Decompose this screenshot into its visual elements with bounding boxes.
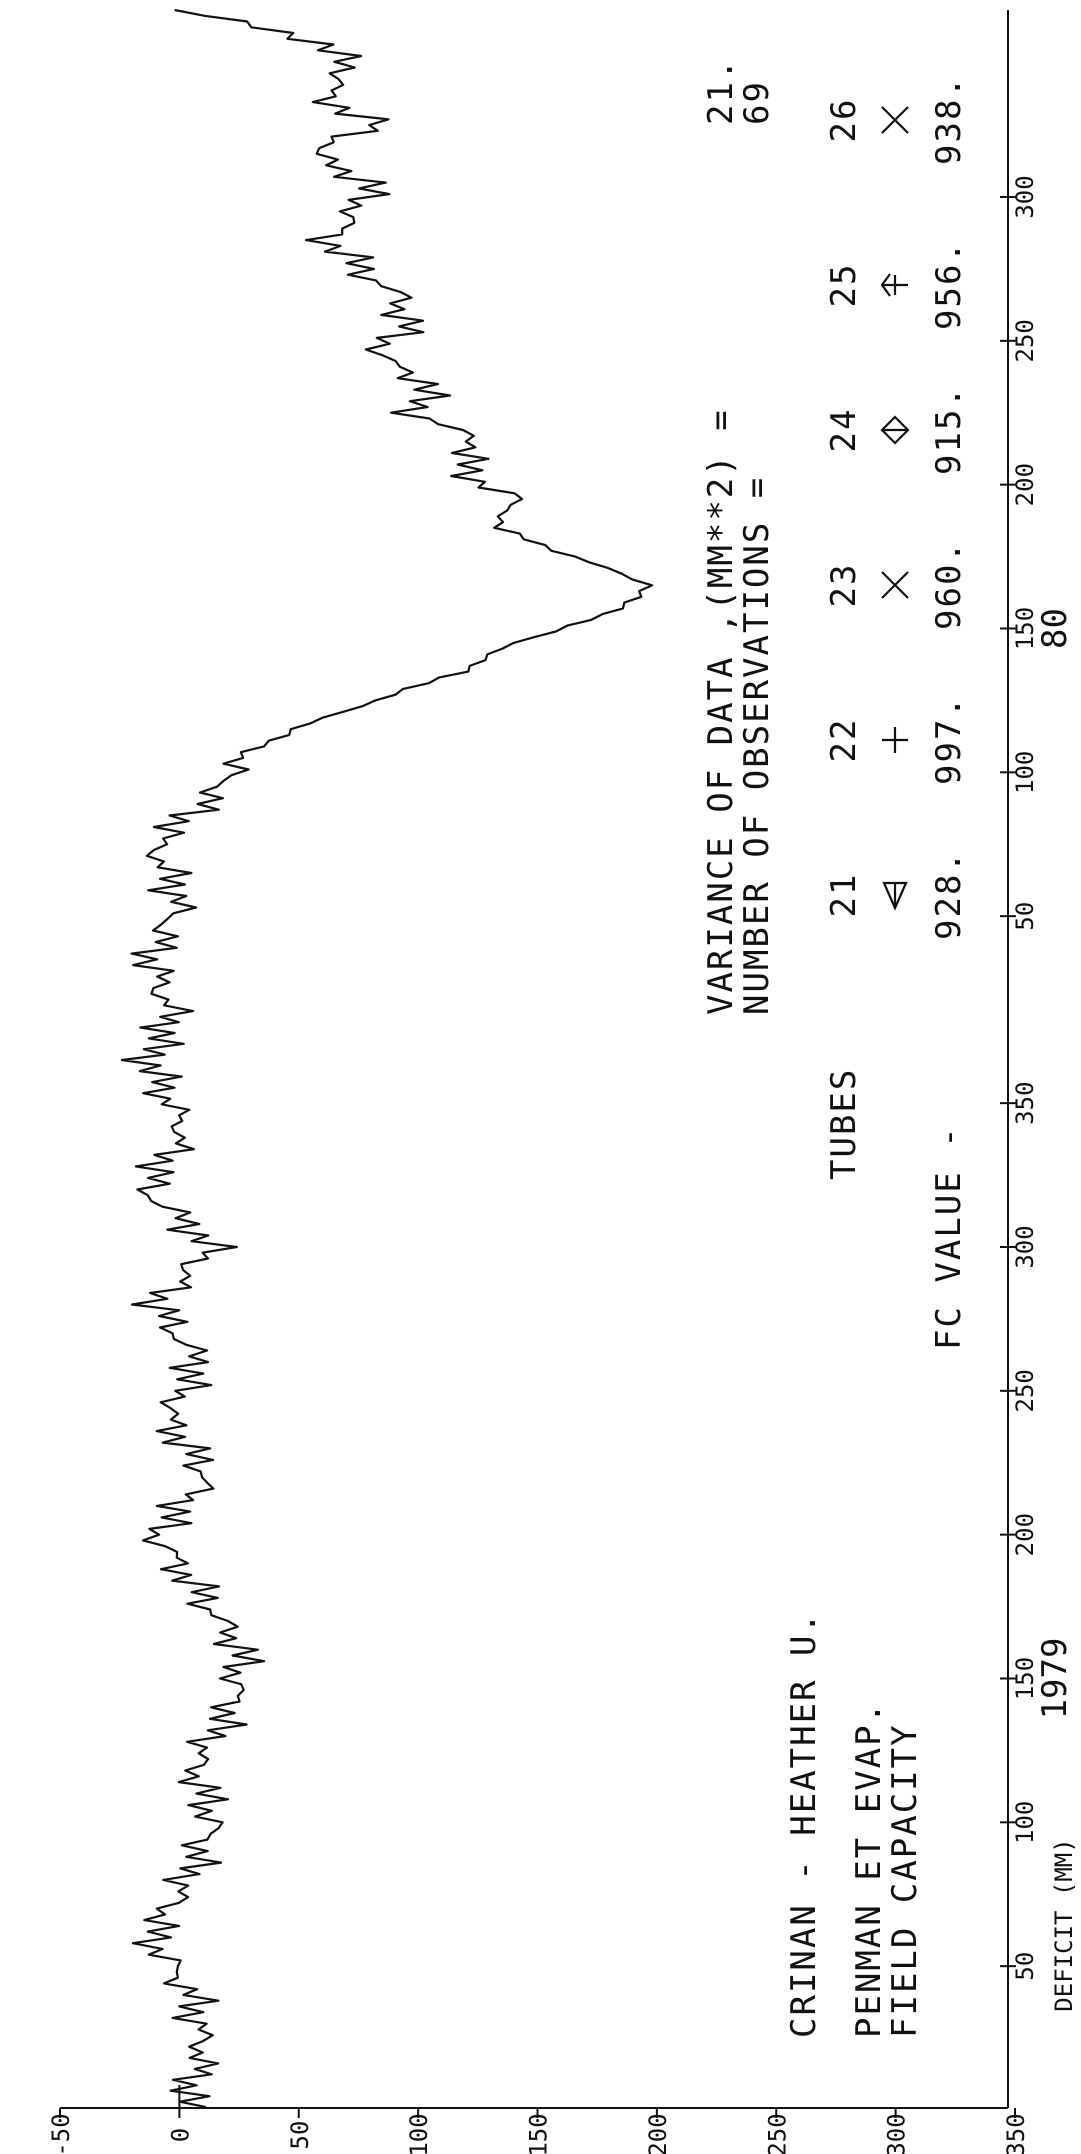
x-tick-label: 150	[1011, 607, 1039, 650]
x-tick-label: 250	[1011, 1369, 1039, 1412]
x-tick-label: 150	[1011, 1657, 1039, 1700]
x-tick-label: 50	[1011, 1952, 1039, 1981]
tube-id: 23	[824, 563, 864, 608]
y-axis-label: DEFICIT (MM)	[1050, 1838, 1078, 2011]
y-tick-label: 100	[405, 2113, 433, 2154]
variance-label: VARIANCE OF DATA ,(MM**2) =	[701, 408, 741, 1015]
x-tick-label: 350	[1011, 1081, 1039, 1124]
tube-id: 22	[824, 718, 864, 763]
y-tick-label: 50	[286, 2121, 314, 2150]
cross-icon-b	[881, 106, 909, 134]
tubes-label: TUBES	[824, 1068, 864, 1180]
series-layer	[120, 8, 654, 2109]
tube-symbol-arrow	[880, 273, 908, 297]
y-tick-label: 350	[1002, 2113, 1030, 2154]
y-tick-label: 300	[883, 2113, 911, 2154]
subtitle-line-1: PENMAN ET EVAP.	[849, 1701, 889, 2038]
x-tick-label: 100	[1011, 751, 1039, 794]
tube-id: 25	[824, 263, 864, 308]
arrow-icon-head	[880, 273, 891, 297]
legend: 21 928. 22 997. 23 960. 24 915. 25 956. 26 938.	[824, 75, 969, 940]
tube-symbol-cross	[881, 106, 909, 134]
tube-fc-value: 997.	[929, 695, 969, 785]
tube-fc-value: 915.	[929, 385, 969, 475]
x-tick-label: 300	[1011, 175, 1039, 218]
y-tick-label: -50	[47, 2113, 75, 2154]
x-tick-label: 200	[1011, 1513, 1039, 1556]
tube-fc-value: 938.	[929, 75, 969, 165]
tube-symbol-triangle	[882, 881, 908, 911]
y-tick-label: 150	[525, 2113, 553, 2154]
chart-title: CRINAN - HEATHER U.	[784, 1611, 824, 2038]
tube-fc-value: 956.	[929, 240, 969, 330]
x-tick-label: 50	[1011, 902, 1039, 931]
tube-id: 26	[824, 98, 864, 143]
tube-fc-value: 960.	[929, 540, 969, 630]
tube-symbol-plus	[882, 727, 908, 753]
x-tick-label: 250	[1011, 319, 1039, 362]
tube-symbol-diamond	[880, 415, 910, 445]
x-tick-label: 200	[1011, 463, 1039, 506]
tube-id: 24	[824, 408, 864, 453]
x-tick-label: 100	[1011, 1801, 1039, 1844]
observations-label: NUMBER OF OBSERVATIONS =	[737, 476, 777, 1015]
y-tick-label: 0	[166, 2128, 194, 2142]
variance-value: 21.	[701, 58, 741, 125]
tube-id: 21	[824, 873, 864, 918]
y-tick-label: 200	[644, 2113, 672, 2154]
x-tick-label: 300	[1011, 1225, 1039, 1268]
subtitle-line-2: FIELD CAPACITY	[885, 1723, 925, 2038]
cross-icon-b	[881, 571, 909, 599]
tube-fc-value: 928.	[929, 850, 969, 940]
y-tick-label: 250	[763, 2113, 791, 2154]
observations-value: 69	[737, 80, 777, 125]
x-year-label: 1979	[1035, 1638, 1075, 1720]
series-line	[120, 8, 654, 2109]
chart-ticks: -50 0 50 100 150 200 250 300 350 50 100 150 200 250 30…	[47, 175, 1075, 2154]
fc-value-label: FC VALUE -	[929, 1125, 969, 1350]
x-year-label: 80	[1035, 608, 1075, 649]
tube-symbol-cross	[881, 571, 909, 599]
